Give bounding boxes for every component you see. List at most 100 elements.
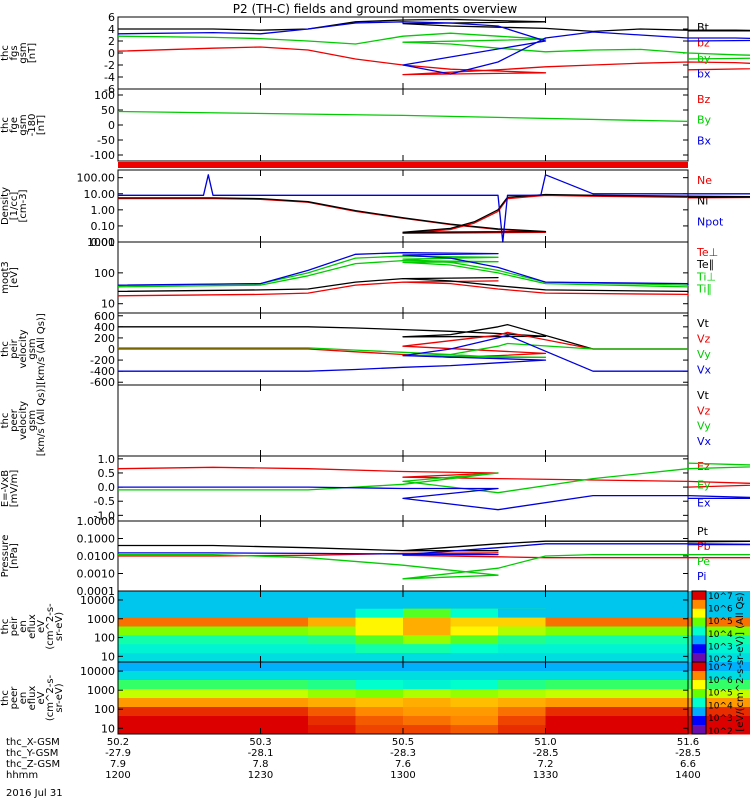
heatmap-cell xyxy=(450,707,499,717)
y-axis-label: thc xyxy=(0,690,11,706)
y-tick-label: 600 xyxy=(94,310,115,323)
colorbar-tick-label: 10^4 xyxy=(708,630,733,640)
heatmap-cell xyxy=(545,671,641,681)
heatmap-cell xyxy=(118,617,214,627)
y-tick-label: 400 xyxy=(94,321,115,334)
y-tick-label: 0.0 xyxy=(98,481,116,494)
y-tick-label: 10 xyxy=(101,650,115,663)
heatmap-cell xyxy=(355,617,404,627)
colorbar-segment xyxy=(692,716,706,726)
y-tick-label: 0.10 xyxy=(91,220,116,233)
colorbar-segment xyxy=(692,662,706,672)
heatmap-cell xyxy=(403,591,451,601)
x-tick-label: 50.2 xyxy=(107,737,129,748)
legend-entry: Vy xyxy=(697,420,711,433)
panel-frame xyxy=(117,384,689,457)
legend-entry: Ne xyxy=(697,174,712,187)
y-axis-label: peir xyxy=(9,616,20,636)
heatmap-cell xyxy=(498,689,546,699)
heatmap-cell xyxy=(545,689,641,699)
heatmap-cell xyxy=(308,662,356,672)
y-tick-label: -6 xyxy=(104,83,115,96)
y-axis-label: fge xyxy=(9,117,20,133)
x-tick-label: 50.3 xyxy=(249,737,271,748)
panel-temperature: 1000 100 10 moqt3[eV] Te⊥Te∥Ti⊥Ti∥ xyxy=(0,236,718,314)
y-axis-label: [1/cc] xyxy=(9,192,20,221)
heatmap-cell xyxy=(118,591,214,601)
heatmap-cell xyxy=(355,725,404,735)
y-axis-label: gsm xyxy=(18,114,29,135)
colorbar: 10^7 10^6 10^5 10^4 10^3 10^2 xyxy=(691,661,733,737)
heatmap-cell xyxy=(308,653,356,663)
legend-entry: Vx xyxy=(697,435,712,448)
heatmap-cell xyxy=(355,644,404,654)
x-tick-label: -28.3 xyxy=(390,748,416,759)
y-tick-label: 10 xyxy=(101,298,115,311)
colorbar-tick-label: 10^3 xyxy=(708,642,733,652)
heatmap-cell xyxy=(308,689,356,699)
series-line-Ex xyxy=(118,486,750,511)
heatmap-cell xyxy=(545,608,641,619)
y-axis-label: gsm xyxy=(27,338,38,359)
y-axis-label: [mV/m] xyxy=(9,470,20,508)
y-tick-label: 100 xyxy=(94,267,115,280)
y-tick-label: 0 xyxy=(108,47,115,60)
y-tick-label: 0.0010 xyxy=(77,568,116,581)
heatmap-cell xyxy=(308,680,356,690)
heatmap-cell xyxy=(403,707,451,717)
x-tick-label: 1200 xyxy=(105,770,130,781)
y-axis-label: eV xyxy=(36,620,47,633)
heatmap-cell xyxy=(355,653,404,663)
y-axis-label: velocity xyxy=(18,401,29,440)
heatmap-cell xyxy=(498,635,546,645)
x-axis-row-label: hhmm xyxy=(6,770,38,781)
heatmap-cell xyxy=(498,698,546,708)
colorbar-segment xyxy=(692,635,706,645)
y-axis-label: thc xyxy=(0,341,11,357)
y-tick-label: 0.5 xyxy=(98,467,116,480)
heatmap-cell xyxy=(213,689,309,699)
heatmap-cell xyxy=(450,626,499,636)
x-tick-label: 1230 xyxy=(248,770,273,781)
heatmap-cell xyxy=(450,591,499,601)
series-line-bz xyxy=(117,46,750,76)
x-tick-label: 50.5 xyxy=(392,737,414,748)
y-tick-label: 0 xyxy=(108,119,115,132)
x-tick-label: 7.9 xyxy=(110,759,126,770)
y-tick-label: -600 xyxy=(90,376,115,389)
y-tick-label: 4 xyxy=(108,23,115,36)
heatmap-cell xyxy=(450,608,499,619)
legend-entry: Npot xyxy=(697,215,724,228)
heatmap-cell xyxy=(545,644,641,654)
heatmap-cell xyxy=(213,680,309,690)
heatmap-cell xyxy=(118,608,214,619)
series-line-Ni xyxy=(118,193,750,233)
heatmap-cell xyxy=(403,635,451,645)
y-tick-label: 50 xyxy=(101,104,115,117)
x-tick-label: -28.1 xyxy=(248,748,274,759)
heatmap-cell xyxy=(498,617,546,627)
heatmap-cell xyxy=(545,617,641,627)
colorbar-tick-label: 10^7 xyxy=(708,592,733,602)
series-line-Npot xyxy=(118,174,750,243)
legend-entry: Vx xyxy=(697,364,712,377)
y-tick-label: -50 xyxy=(97,134,115,147)
heatmap-cell xyxy=(213,644,309,654)
legend-entry: Pe xyxy=(697,555,710,568)
heatmap-cell xyxy=(118,707,214,717)
y-tick-label: 1000 xyxy=(87,684,115,697)
y-tick-label: 100 xyxy=(94,632,115,645)
heatmap-cell xyxy=(545,591,641,601)
series-line-Ne xyxy=(118,194,750,234)
heatmap-cell xyxy=(498,644,546,654)
heatmap-cell xyxy=(450,653,499,663)
legend-entry: Ti∥ xyxy=(696,283,712,296)
heatmap-cell xyxy=(403,644,451,654)
plot-title: P2 (TH-C) fields and ground moments over… xyxy=(233,2,518,16)
heatmap-cell xyxy=(498,671,546,681)
panels-group: 6420-2-4-6thcfgsgsm[nT]Btbzbybx100500-50… xyxy=(0,11,750,735)
y-tick-label: 1000 xyxy=(87,613,115,626)
heatmap-cell xyxy=(355,591,404,601)
y-tick-label: 10000 xyxy=(80,665,115,678)
